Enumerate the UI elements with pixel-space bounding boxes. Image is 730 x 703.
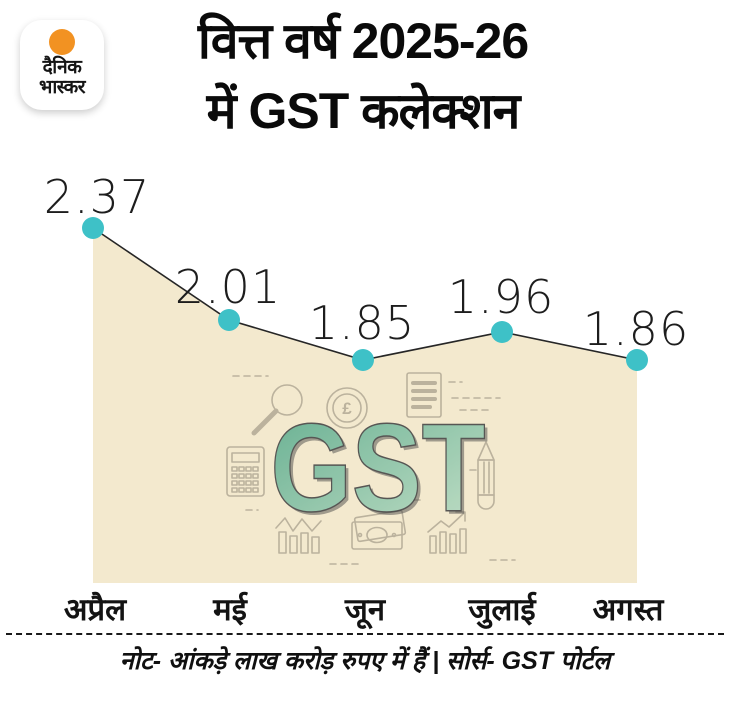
gst-watermark-shadow: GST	[274, 402, 489, 541]
money-bills-icon	[351, 509, 407, 550]
pencil-icon	[477, 441, 495, 510]
data-point-may	[218, 309, 240, 331]
value-label-june: 1.85	[308, 296, 416, 350]
month-label-april: अप्रैल	[63, 592, 127, 627]
declining-bars-icon	[275, 517, 322, 554]
gst-watermark-icons: £	[226, 372, 516, 565]
chart-title-line1: वित्त वर्ष 2025-26	[197, 13, 529, 69]
month-label-may: मई	[213, 592, 247, 627]
logo-sun-icon	[49, 29, 75, 55]
month-label-august: अगस्त	[592, 592, 664, 627]
footnote: नोट- आंकड़े लाख करोड़ रुपए में हैं | सोर…	[119, 647, 611, 675]
svg-text:£: £	[342, 399, 352, 418]
area-fill	[93, 228, 637, 583]
gst-watermark-label: GST	[271, 399, 486, 538]
magnifier-icon	[251, 384, 303, 436]
value-label-august: 1.86	[582, 302, 690, 356]
data-point-april	[82, 217, 104, 239]
value-label-may: 2.01	[174, 260, 282, 314]
dainik-bhaskar-logo: दैनिक भास्कर	[20, 20, 104, 110]
calculator-icon	[226, 446, 265, 497]
month-label-june: जून	[344, 592, 386, 627]
chart-title: वित्त वर्ष 2025-26 में GST कलेक्शन	[118, 6, 608, 146]
logo-wordmark: दैनिक भास्कर	[38, 57, 86, 98]
gst-watermark-text: GST GST	[270, 398, 489, 541]
dash-accents-icon	[232, 375, 516, 565]
month-label-july: जुलाई	[468, 592, 536, 627]
data-point-august	[626, 349, 648, 371]
rising-bars-icon	[427, 511, 467, 554]
data-point-june	[352, 349, 374, 371]
value-label-july: 1.96	[447, 270, 555, 324]
gst-area-chart: £	[82, 217, 648, 583]
coin-pound-icon: £	[326, 387, 368, 429]
data-point-july	[491, 321, 513, 343]
logo-line2: भास्कर	[38, 77, 86, 98]
logo-line1: दैनिक	[42, 57, 82, 78]
value-label-april: 2.37	[43, 170, 151, 224]
dashed-separator	[6, 633, 724, 635]
chart-title-line2: में GST कलेक्शन	[206, 83, 521, 139]
document-icon	[406, 372, 442, 418]
